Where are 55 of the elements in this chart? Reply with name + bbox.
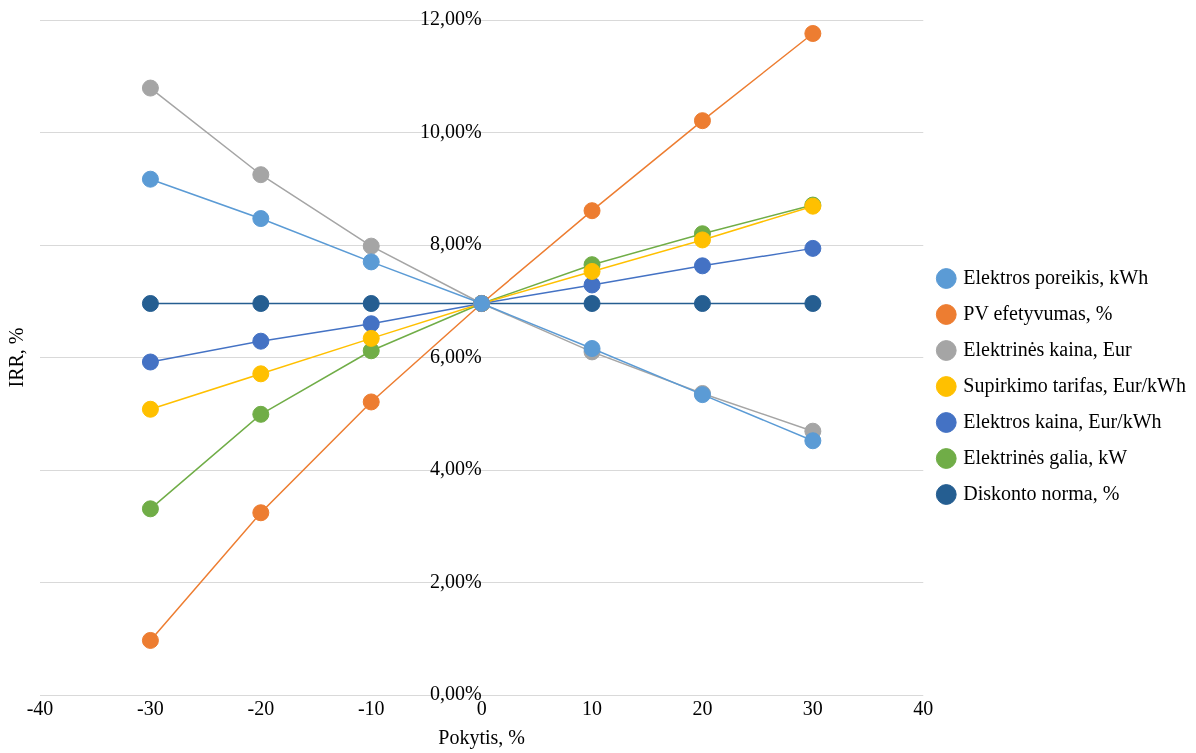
- x-tick-label: -40: [26, 697, 54, 720]
- point: [362, 329, 380, 347]
- point: [141, 353, 159, 371]
- point: [804, 295, 822, 312]
- point: [252, 210, 270, 228]
- point: [583, 262, 601, 280]
- point: [804, 25, 822, 42]
- point: [804, 239, 822, 257]
- point: [362, 253, 380, 271]
- point: [693, 257, 711, 275]
- point: [141, 79, 159, 97]
- point: [693, 112, 711, 130]
- point: [141, 170, 159, 188]
- point: [141, 500, 159, 518]
- point: [693, 295, 711, 312]
- point: [362, 237, 380, 255]
- x-tick-label: 10: [582, 697, 603, 720]
- y-tick-label: 10,00%: [419, 119, 482, 142]
- x-tick-label: 20: [692, 697, 713, 720]
- y-tick-label: 12,00%: [419, 7, 482, 30]
- x-tick-label: -20: [247, 697, 275, 720]
- point: [141, 295, 159, 312]
- legend-label: Elektros poreikis, kWh: [963, 265, 1149, 289]
- point: [804, 432, 822, 450]
- point: [583, 295, 601, 312]
- point: [252, 405, 270, 423]
- legend-label: Elektrinės galia, kW: [963, 445, 1128, 469]
- point: [252, 166, 270, 184]
- legend-label: Elektros kaina, Eur/kWh: [963, 409, 1162, 432]
- point: [362, 315, 380, 333]
- point: [252, 365, 270, 383]
- point: [252, 295, 270, 312]
- x-tick-label: -30: [137, 697, 164, 720]
- y-tick-label: 4,00%: [429, 457, 482, 480]
- point: [362, 393, 380, 411]
- y-tick-label: 2,00%: [429, 569, 482, 592]
- point: [252, 504, 270, 522]
- x-tick-label: 40: [913, 697, 934, 720]
- legend-label: PV efetyvumas, %: [963, 301, 1113, 325]
- y-axis-title: IRR, %: [5, 327, 28, 388]
- legend-label: Supirkimo tarifas, Eur/kWh: [963, 373, 1186, 397]
- point: [693, 231, 711, 249]
- x-tick-label: 30: [802, 697, 823, 720]
- point: [252, 332, 270, 350]
- x-tick-label: -10: [357, 697, 385, 720]
- point: [583, 340, 601, 357]
- point: [141, 631, 159, 649]
- legend-label: Diskonto norma, %: [963, 481, 1120, 504]
- point: [362, 295, 380, 312]
- point: [583, 202, 601, 220]
- y-tick-label: 8,00%: [429, 232, 482, 255]
- x-axis-title: Pokytis, %: [438, 726, 525, 750]
- point: [141, 400, 159, 418]
- y-tick-label: 6,00%: [429, 344, 482, 367]
- legend-label: Elektrinės kaina, Eur: [963, 337, 1132, 360]
